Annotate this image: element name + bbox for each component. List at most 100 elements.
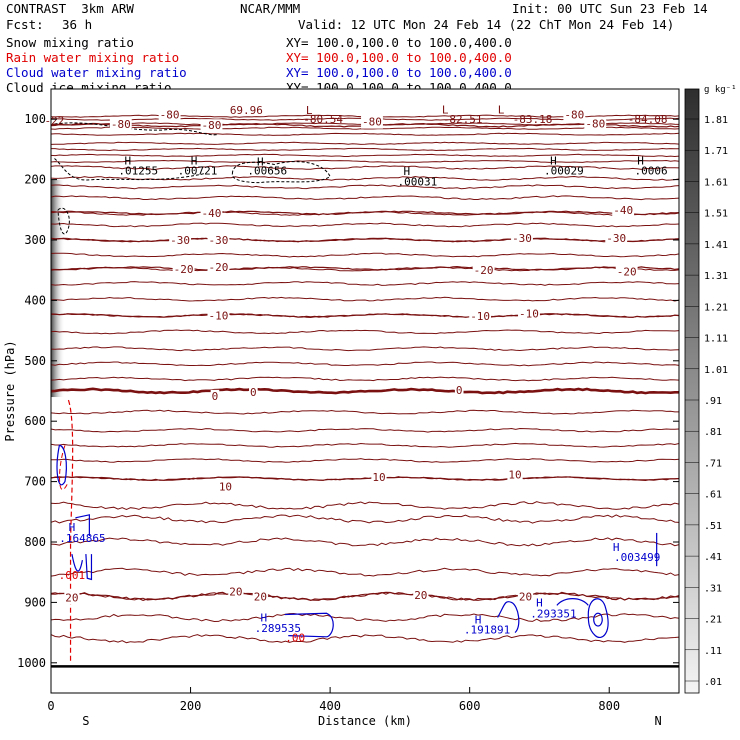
y-tick-label: 100 [24,112,46,126]
y-tick-label: 800 [24,535,46,549]
rain-contour [59,445,69,490]
isotherm-line [51,184,679,190]
isotherm-m30 [51,237,679,243]
contour-label-bg [584,117,607,131]
contour-label: 20 [519,590,532,603]
model-title: CONTRAST 3km ARW [6,1,134,16]
extremum-value: .00656 [247,165,287,178]
isotherm-line [51,126,679,130]
snow-contour [231,161,331,184]
colorbar-label: .21 [704,615,722,626]
field-xy-rain: XY= 100.0,100.0 to 100.0,400.0 [286,50,512,65]
extremum-value: -84.08 [628,113,668,126]
extremum-mark-l: L [498,104,505,117]
contour-label-bg [158,108,181,122]
isotherm-line [51,147,679,152]
contour-label: -40 [613,204,633,217]
y-tick-label: 500 [24,354,46,368]
y-tick-label: 600 [24,414,46,428]
contour-label: -10 [470,310,490,323]
contour-label: -30 [170,234,190,247]
isotherm-line [51,159,679,164]
contour-label-bg [172,262,195,276]
isotherm-line [51,409,679,415]
contour-label-bg [217,480,234,494]
colorbar-label: .81 [704,427,722,438]
contour-label-bg [200,119,223,133]
cloud-water-contour [593,612,603,627]
isotherm-line [51,141,679,145]
x-tick-label: 400 [319,699,341,713]
y-tick-label: 400 [24,293,46,307]
extremum-mark-h: H [69,521,76,534]
field-name-rain: Rain water mixing ratio [6,50,180,65]
contour-label-bg [109,118,132,132]
extremum-value: .191891 [464,624,510,637]
snow-contour [57,207,70,235]
extremum-value: .00721 [178,165,218,178]
isotherm-line [51,458,679,463]
endpoint-left: S [82,714,89,728]
contour-label-bg [371,470,387,484]
extremum-value: .00031 [397,175,437,188]
extremum-value: -22 [45,114,65,127]
extremum-value: .00029 [544,165,584,178]
extremum-mark-h: H [257,155,264,168]
colorbar-label: .91 [704,396,722,407]
colorbar [684,88,700,694]
contour-label-bg [563,108,586,122]
extremum-mark-h: H [191,154,198,167]
extremum-value: 69.96 [230,104,263,117]
extremum-mark-h: H [613,541,620,554]
y-tick-label: 300 [24,233,46,247]
contour-label: -80 [160,108,180,121]
contour-label-bg [469,310,492,324]
x-tick-label: 800 [598,699,620,713]
colorbar-unit: g kg⁻¹ [704,85,737,95]
valid-time: Valid: 12 UTC Mon 24 Feb 14 (22 ChT Mon … [298,17,675,32]
x-tick-label: 0 [47,699,54,713]
rain-contour [67,399,74,663]
cloud-water-contour [71,553,83,572]
y-tick-label: 900 [24,595,46,609]
contour-label: -80 [585,117,605,130]
colorbar-label: 1.61 [704,177,728,188]
contour-label: -10 [209,310,229,323]
contour-label-bg [210,389,220,403]
isotherm-line [51,442,679,448]
contour-label: 20 [414,589,427,602]
contour-label-bg [361,115,383,129]
colorbar-label: .01 [704,677,722,688]
contour-label: 10 [219,480,232,493]
isotherm-line [51,361,679,367]
colorbar-label: 1.21 [704,302,728,313]
isotherm-line [51,175,679,181]
colorbar-label: 1.11 [704,334,728,345]
isotherm-line [51,252,679,258]
extremum-mark-h: H [637,154,644,167]
isotherm-line [51,329,679,335]
extremum-mark-h: H [404,165,411,178]
contour-label-bg [249,386,258,400]
contour-label: 0 [250,386,257,399]
isotherm-line [51,567,679,577]
colorbar-label: 1.01 [704,365,728,376]
contour-label: -80 [111,118,131,131]
x-axis-label: Distance (km) [318,714,412,728]
contour-label-bg [517,590,534,604]
contour-label: -30 [512,232,532,245]
contour-label-bg [207,309,230,323]
cloud-water-contour [75,514,90,536]
cloud-water-contour [587,598,609,638]
y-tick-label: 700 [24,475,46,489]
cloud-water-contour [56,444,67,486]
extremum-mark-h: H [261,612,268,625]
extremum-mark-h: H [550,154,557,167]
init-time: Init: 00 UTC Sun 23 Feb 14 [512,1,708,16]
extremum-value: .0006 [635,165,668,178]
cloud-water-contour [284,612,334,638]
isotherm-line [51,281,679,286]
y-tick-label: 1000 [17,656,46,670]
contour-label: 10 [508,468,521,481]
